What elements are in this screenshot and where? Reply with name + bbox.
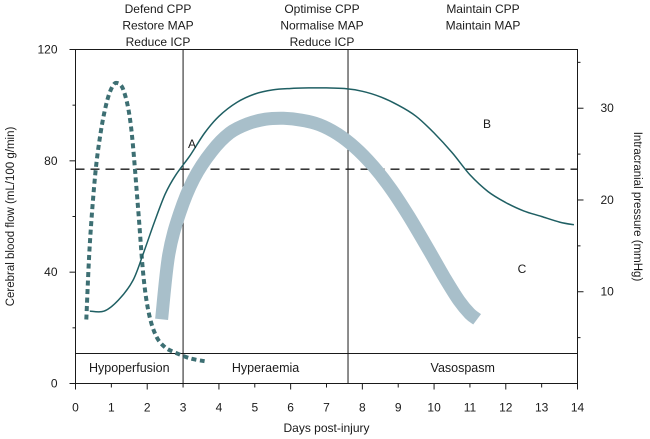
y-right-tick-label: 20 <box>601 193 615 207</box>
series-label-a: A <box>188 137 196 151</box>
phase-header-line: Restore MAP <box>122 19 193 33</box>
series-label-b: B <box>483 117 491 131</box>
phase-header-line: Optimise CPP <box>284 2 359 16</box>
phase-label-hyperaemia: Hyperaemia <box>232 361 299 375</box>
x-tick-label: 14 <box>571 401 585 415</box>
y-left-tick-label: 0 <box>51 377 58 391</box>
text-layer: 0 2 4 6 8 10 12 141 3 5 7 9 11 1304080120102030ABCDef… <box>5 2 643 435</box>
x-tick-label: 9 <box>395 401 402 415</box>
x-tick-label: 8 <box>359 401 366 415</box>
phase-header-line: Defend CPP <box>125 2 192 16</box>
x-tick-label: 1 <box>108 401 115 415</box>
x-tick-label: 13 <box>535 401 549 415</box>
x-tick-label: 7 <box>323 401 330 415</box>
phase-header-line: Normalise MAP <box>280 19 363 33</box>
series-label-c: C <box>518 262 527 276</box>
x-tick-label: 12 <box>499 401 513 415</box>
y-right-axis-title: Intracranial pressure (mmHg) <box>631 132 643 282</box>
x-tick-label: 2 <box>144 401 151 415</box>
y-right-tick-label: 10 <box>601 285 615 299</box>
y-right-tick-label: 30 <box>601 101 615 115</box>
y-left-tick-label: 120 <box>37 43 57 57</box>
phase-header-line: Reduce ICP <box>126 35 191 49</box>
x-tick-label: 5 <box>251 401 258 415</box>
x-tick-label: 10 <box>427 401 441 415</box>
phase-header-line: Reduce ICP <box>290 35 355 49</box>
x-axis-title: Days post-injury <box>283 421 369 435</box>
series-c-line <box>155 111 481 325</box>
x-tick-label: 0 <box>72 401 79 415</box>
y-left-tick-label: 80 <box>44 154 58 168</box>
x-tick-label: 3 <box>180 401 187 415</box>
phase-label-vasospasm: Vasospasm <box>431 361 495 375</box>
series-layer <box>84 80 575 364</box>
series-b-line <box>89 87 575 313</box>
phase-header-line: Maintain CPP <box>446 2 519 16</box>
y-left-axis-title: Cerebral blood flow (mL/100 g/min) <box>5 127 17 307</box>
y-left-tick-label: 40 <box>44 265 58 279</box>
phase-label-hypoperfusion: Hypoperfusion <box>89 361 170 375</box>
x-tick-label: 4 <box>216 401 223 415</box>
x-tick-label: 6 <box>287 401 294 415</box>
x-tick-label: 11 <box>464 401 477 415</box>
series-a-line <box>84 80 205 364</box>
phase-header-line: Maintain MAP <box>446 19 521 33</box>
grid-layer <box>69 49 584 390</box>
